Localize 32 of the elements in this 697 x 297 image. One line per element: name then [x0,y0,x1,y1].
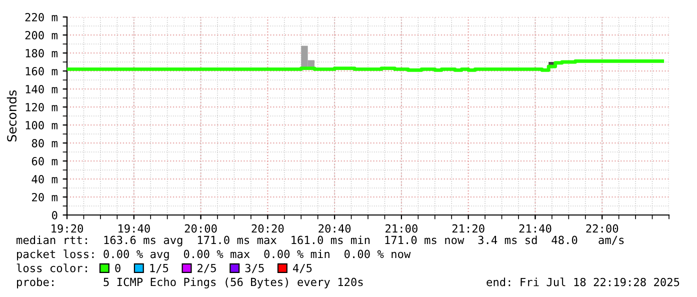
x-tick-label: 22:00 [586,224,618,233]
y-tick-label: 80 m [32,139,58,148]
x-tick-label: 21:00 [386,224,418,233]
x-tick-label: 21:20 [452,224,484,233]
y-tick-label: 220 m [25,13,58,22]
y-tick-label: 40 m [32,175,58,184]
x-tick-label: 19:20 [52,224,84,233]
x-tick-label: 20:40 [318,224,351,233]
text: packet loss: 0.00 % avg 0.00 % max 0.00 % min 0.00 % now [17,250,411,260]
y-tick-label: 140 m [26,85,58,94]
y-tick-label: 0 [52,211,58,220]
legend-label: 0 [115,264,120,272]
y-tick-label: 120 m [26,103,58,112]
x-tick-label: 20:20 [252,224,284,233]
x-tick-label: 20:00 [184,224,217,233]
x-tick-label: 19:40 [118,224,150,233]
y-tick-label: 200 m [25,31,58,40]
y-axis-title: Seconds [6,90,17,142]
legend-title: loss color: [16,264,87,272]
x-tick-label: 21:40 [519,224,552,233]
y-tick-label: 160 m [26,67,58,76]
text: probe: 5 ICMP Echo Pings (56 Bytes) every 120s [17,278,363,288]
legend-label: 4/5 [293,264,312,274]
text: median rtt: 163.6 ms avg 171.0 ms max 161.0 ms min 171.0 ms now 3.4 ms sd 48.0 am/s [16,236,624,246]
y-tick-label: 180 m [26,49,58,58]
legend-label: 3/5 [245,264,264,274]
legend-label: 1/5 [150,264,168,274]
text: end: Fri Jul 18 22:19:28 2025 [486,278,680,286]
y-tick-label: 100 m [26,121,58,130]
y-tick-label: 60 m [32,157,58,166]
y-tick-label: 20 m [32,193,58,202]
legend-label: 2/5 [198,264,216,274]
